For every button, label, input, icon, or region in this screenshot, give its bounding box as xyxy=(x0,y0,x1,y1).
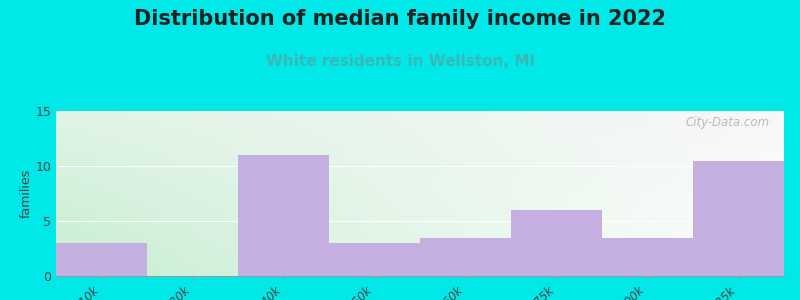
Text: White residents in Wellston, MI: White residents in Wellston, MI xyxy=(266,54,534,69)
Bar xyxy=(56,243,147,276)
Bar xyxy=(511,210,602,276)
Text: Distribution of median family income in 2022: Distribution of median family income in … xyxy=(134,9,666,29)
Bar xyxy=(420,238,511,276)
Bar xyxy=(693,160,784,276)
Bar xyxy=(329,243,420,276)
Y-axis label: families: families xyxy=(19,169,33,218)
Text: City-Data.com: City-Data.com xyxy=(686,116,770,129)
Bar xyxy=(602,238,693,276)
Bar xyxy=(238,155,329,276)
